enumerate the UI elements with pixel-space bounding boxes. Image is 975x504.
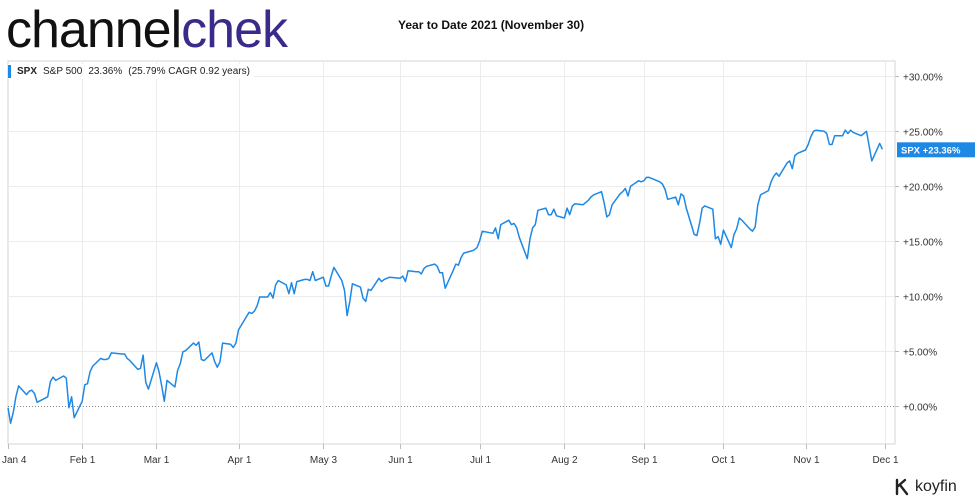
y-tick-label: +25.00%	[903, 128, 943, 139]
chart-legend: SPX S&P 500 23.36% (25.79% CAGR 0.92 yea…	[8, 64, 254, 79]
x-tick-label: Oct 1	[712, 455, 736, 466]
page-title: Year to Date 2021 (November 30)	[398, 18, 585, 32]
y-tick-label: +0.00%	[903, 403, 937, 414]
line-chart: +0.00% +5.00% +10.00% +15.00% +20.00% +25.00%…	[2, 60, 975, 466]
y-tick-label: +20.00%	[903, 183, 943, 194]
logo-part-2: chek	[181, 1, 288, 59]
x-tick-label: Jun 1	[388, 455, 413, 466]
last-value-label: SPX +23.36%	[901, 145, 961, 156]
x-tick-label: Nov 1	[793, 455, 820, 466]
x-tick-label: Aug 2	[551, 455, 578, 466]
legend-cagr: (25.79% CAGR 0.92 years)	[128, 66, 250, 77]
y-tick-label: +10.00%	[903, 293, 943, 304]
x-tick-label: Jan 4	[2, 455, 27, 466]
series-line-spx	[7, 129, 884, 424]
legend-color-swatch	[8, 65, 11, 78]
logo-part-1: channel	[6, 1, 182, 59]
koyfin-mark-icon	[895, 478, 909, 496]
x-tick-label: Feb 1	[70, 455, 96, 466]
x-tick-label: Mar 1	[144, 455, 170, 466]
plot-frame	[7, 60, 896, 445]
x-tick-label: Jul 1	[470, 455, 492, 466]
x-tick-label: Sep 1	[631, 455, 658, 466]
koyfin-logo: koyfin	[894, 478, 957, 496]
legend-ticker: SPX	[17, 66, 38, 77]
koyfin-wordmark: koyfin	[915, 478, 957, 495]
y-tick-label: +5.00%	[903, 348, 937, 359]
last-value-tag	[897, 142, 975, 158]
x-tick-label: May 3	[310, 455, 338, 466]
x-tick-label: Apr 1	[228, 455, 252, 466]
y-tick-label: +15.00%	[903, 238, 943, 249]
channelchek-logo: channelchek	[6, 0, 288, 60]
legend-series-name: S&P 500	[43, 66, 83, 77]
x-tick-label: Dec 1	[872, 455, 899, 466]
chart-area: +0.00% +5.00% +10.00% +15.00% +20.00% +25.00%…	[0, 60, 975, 480]
legend-value: 23.36%	[88, 66, 123, 77]
y-tick-label: +30.00%	[903, 73, 943, 84]
